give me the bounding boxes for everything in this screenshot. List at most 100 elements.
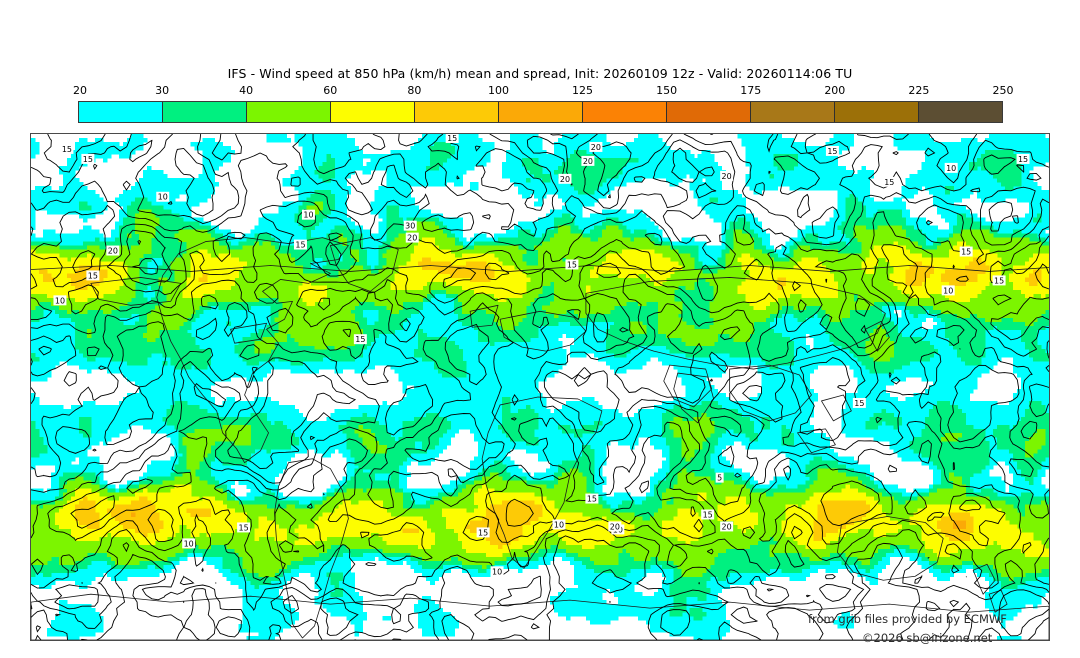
windspeed-shading-layer — [31, 134, 1049, 640]
coastline — [821, 394, 852, 422]
colorbar-band — [919, 102, 1002, 122]
colorbar-tick-labels: 20 30 40 60 80 100 125 150 175 200 225 250 — [0, 84, 1080, 100]
contour-label: 20 — [405, 232, 419, 243]
svg-text:5: 5 — [717, 474, 722, 483]
colorbar-tick: 30 — [155, 84, 170, 97]
colorbar-tick: 80 — [407, 84, 422, 97]
contour-label: 10 — [490, 566, 504, 576]
svg-text:20: 20 — [722, 522, 732, 531]
svg-text:15: 15 — [88, 271, 98, 280]
colorbar-band — [499, 102, 583, 122]
svg-text:15: 15 — [447, 134, 457, 143]
svg-text:20: 20 — [610, 522, 620, 531]
svg-text:15: 15 — [355, 335, 365, 344]
svg-text:15: 15 — [239, 523, 249, 532]
spread-contour-layer — [31, 134, 1049, 640]
colorbar-tick: 250 — [992, 84, 1014, 97]
colorbar-tick: 150 — [656, 84, 678, 97]
svg-text:15: 15 — [62, 145, 72, 154]
colorbar-tick: 200 — [824, 84, 846, 97]
contour-label: 15 — [81, 153, 95, 164]
colorbar-band — [247, 102, 331, 122]
windspeed-band-80 — [38, 257, 1042, 549]
contour-label: 15 — [476, 527, 490, 537]
colorbar-tick: 175 — [740, 84, 762, 97]
colorbar-band — [667, 102, 751, 122]
windspeed-band-20 — [31, 134, 1049, 640]
coastline — [156, 237, 349, 464]
svg-text:15: 15 — [884, 178, 894, 187]
colorbar-tick: 125 — [572, 84, 594, 97]
svg-text:20: 20 — [407, 234, 417, 243]
svg-text:15: 15 — [1018, 155, 1028, 164]
coastline — [673, 372, 715, 424]
contour-label: 10 — [182, 538, 196, 548]
svg-text:10: 10 — [55, 296, 65, 305]
contour-label: 15 — [445, 134, 459, 143]
contour-label: 20 — [720, 521, 734, 531]
contour-label: 15 — [86, 270, 100, 280]
svg-text:15: 15 — [703, 510, 713, 519]
contour-label: 5 — [715, 472, 724, 483]
contour-label: 10 — [301, 209, 315, 220]
coastline — [837, 516, 944, 581]
svg-text:20: 20 — [108, 247, 118, 256]
spread-contour-30 — [132, 240, 159, 275]
colorbar-band — [79, 102, 163, 122]
contour-label: 15 — [852, 397, 866, 408]
svg-text:10: 10 — [554, 520, 564, 529]
map-canvas[interactable]: 15 15 10 20 15 10 30 20 15 20 20 20 20 15 15 10 15 15 15 15… — [31, 134, 1049, 640]
map-panel[interactable]: 15 15 10 20 15 10 30 20 15 20 20 20 20 15 15 10 15 15 15 15… — [30, 133, 1050, 641]
spread-contour-15 — [31, 134, 1049, 640]
contour-label: 15 — [959, 246, 973, 257]
contour-label: 15 — [585, 493, 599, 504]
svg-text:15: 15 — [827, 147, 837, 156]
spread-contour-25 — [70, 209, 982, 533]
svg-text:15: 15 — [83, 155, 93, 164]
contour-label: 20 — [581, 155, 595, 166]
coastline — [729, 364, 812, 422]
page-title: IFS - Wind speed at 850 hPa (km/h) mean … — [227, 66, 853, 81]
svg-text:20: 20 — [591, 143, 601, 152]
contour-label: 30 — [403, 220, 417, 231]
spread-contour-5 — [31, 134, 1049, 640]
colorbar-band — [331, 102, 415, 122]
svg-text:20: 20 — [583, 157, 593, 166]
coastline — [274, 458, 349, 639]
colorbar-band — [835, 102, 919, 122]
colorbar-band — [583, 102, 667, 122]
colorbar-band — [415, 102, 499, 122]
colorbar-band — [163, 102, 247, 122]
coastline — [481, 396, 603, 569]
svg-text:10: 10 — [492, 567, 502, 576]
spread-contour-labels: 15 15 10 20 15 10 30 20 15 20 20 20 20 15 15 10 15 15 15 15… — [53, 134, 1030, 576]
svg-text:30: 30 — [405, 222, 415, 231]
svg-text:15: 15 — [478, 528, 488, 537]
spread-contour-20 — [31, 147, 1049, 592]
svg-text:15: 15 — [961, 248, 971, 257]
contour-label: 15 — [565, 259, 579, 269]
contour-label: 15 — [992, 275, 1006, 285]
contour-label: 15 — [293, 239, 307, 250]
contour-label: 10 — [53, 295, 67, 305]
svg-text:15: 15 — [567, 260, 577, 269]
coastline — [31, 593, 1049, 640]
contour-label: 10 — [944, 162, 958, 173]
copyright-credit: ©2026 sb@irizone.net — [862, 631, 993, 645]
colorbar-tick: 100 — [487, 84, 509, 97]
svg-text:10: 10 — [946, 164, 956, 173]
contour-label: 10 — [941, 285, 955, 295]
colorbar-tick: 225 — [908, 84, 930, 97]
contour-label: 20 — [608, 521, 622, 531]
contour-label: 15 — [882, 176, 896, 187]
svg-text:15: 15 — [994, 276, 1004, 285]
source-credit: from grib files provided by ECMWF — [808, 612, 1007, 626]
coastline — [31, 265, 1049, 272]
svg-text:10: 10 — [943, 286, 953, 295]
contour-label: 15 — [825, 145, 839, 156]
contour-label: 15 — [1016, 153, 1030, 164]
contour-label: 20 — [106, 245, 120, 256]
colorbar-band — [751, 102, 835, 122]
svg-text:20: 20 — [560, 175, 570, 184]
